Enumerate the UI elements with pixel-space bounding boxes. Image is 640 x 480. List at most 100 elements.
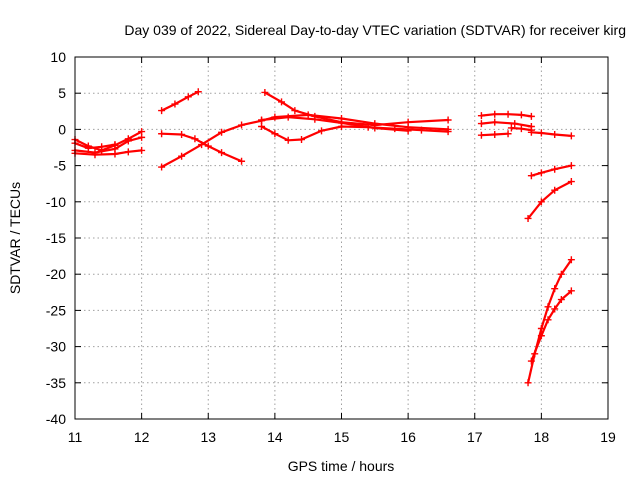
- y-tick-label: 10: [50, 49, 66, 65]
- y-tick-label: -35: [46, 375, 66, 391]
- data-point: [444, 128, 452, 136]
- y-tick-label: -15: [46, 230, 66, 246]
- data-series: [158, 88, 202, 115]
- data-point: [91, 151, 99, 159]
- data-point: [191, 135, 199, 143]
- data-point: [261, 88, 269, 96]
- series-line: [480, 121, 533, 128]
- data-series: [527, 128, 575, 140]
- data-point: [517, 125, 525, 133]
- data-series: [258, 113, 412, 135]
- data-point: [158, 163, 166, 171]
- axis-ticks: [74, 56, 609, 420]
- data-point: [198, 141, 206, 149]
- data-point: [158, 130, 166, 138]
- y-tick-label: -30: [46, 339, 66, 355]
- data-point: [278, 98, 286, 106]
- data-point: [124, 148, 132, 156]
- data-point: [218, 128, 226, 136]
- data-point: [194, 88, 202, 96]
- series-line: [260, 116, 410, 132]
- data-point: [507, 124, 515, 132]
- data-point: [218, 149, 226, 157]
- data-point: [318, 127, 326, 135]
- data-point: [537, 169, 545, 177]
- data-point: [544, 303, 552, 311]
- data-point: [524, 379, 532, 387]
- data-point: [567, 132, 575, 140]
- data-point: [527, 112, 535, 120]
- data-point: [158, 107, 166, 115]
- data-point: [551, 186, 559, 194]
- data-point: [477, 112, 485, 120]
- data-point: [551, 305, 559, 313]
- data-point: [178, 152, 186, 160]
- data-point: [184, 93, 192, 101]
- x-tick-label: 15: [334, 429, 350, 445]
- x-tick-label: 11: [68, 429, 83, 445]
- x-tick-label: 14: [267, 429, 283, 445]
- x-tick-label: 17: [467, 429, 483, 445]
- series-line: [73, 130, 143, 152]
- data-point: [404, 118, 412, 126]
- data-point: [238, 121, 246, 129]
- data-point: [98, 143, 106, 151]
- data-series: [527, 162, 575, 180]
- data-point: [491, 130, 499, 138]
- data-point: [258, 116, 266, 124]
- data-point: [404, 127, 412, 135]
- data-series: [524, 178, 575, 222]
- data-point: [557, 270, 565, 278]
- y-tick-label: -5: [54, 158, 67, 174]
- x-tick-label: 18: [534, 429, 550, 445]
- y-tick-label: -20: [46, 266, 66, 282]
- series-line: [530, 131, 573, 137]
- data-point: [537, 198, 545, 206]
- data-point: [171, 100, 179, 108]
- data-point: [504, 110, 512, 118]
- data-point: [258, 123, 266, 131]
- data-point: [178, 130, 186, 138]
- data-point: [371, 124, 379, 132]
- data-point: [298, 136, 306, 144]
- data-point: [84, 144, 92, 152]
- x-tick-label: 12: [134, 429, 150, 445]
- series-line: [527, 180, 573, 220]
- data-series: [261, 88, 452, 129]
- data-point: [567, 162, 575, 170]
- x-tick-label: 13: [200, 429, 216, 445]
- data-point: [517, 111, 525, 119]
- x-axis-title: GPS time / hours: [288, 458, 395, 474]
- data-point: [477, 131, 485, 139]
- data-point: [477, 120, 485, 128]
- x-tick-labels: 11 12 13 14 15 16 17 18 19: [68, 429, 616, 445]
- data-series: [258, 123, 452, 144]
- y-tick-label: 0: [58, 121, 66, 137]
- data-series: [524, 256, 575, 387]
- series-line: [530, 164, 573, 177]
- series-line: [527, 258, 573, 384]
- y-axis-title: SDTVAR / TECUs: [7, 182, 23, 294]
- x-tick-label: 19: [600, 429, 616, 445]
- data-point: [567, 287, 575, 295]
- data-point: [291, 107, 299, 115]
- data-point: [238, 157, 246, 165]
- data-series: [527, 287, 575, 365]
- data-point: [491, 110, 499, 118]
- data-point: [284, 113, 292, 121]
- series-layer: [71, 88, 575, 387]
- chart-title: Day 039 of 2022, Sidereal Day-to-day VTE…: [124, 22, 626, 38]
- data-point: [544, 316, 552, 324]
- grid: [75, 57, 608, 419]
- data-series: [477, 118, 535, 131]
- data-point: [567, 178, 575, 186]
- data-point: [527, 128, 535, 136]
- data-point: [504, 130, 512, 138]
- data-point: [111, 141, 119, 149]
- data-point: [417, 126, 425, 134]
- data-point: [271, 130, 279, 138]
- data-point: [511, 120, 519, 128]
- data-point: [491, 118, 499, 126]
- data-point: [567, 256, 575, 264]
